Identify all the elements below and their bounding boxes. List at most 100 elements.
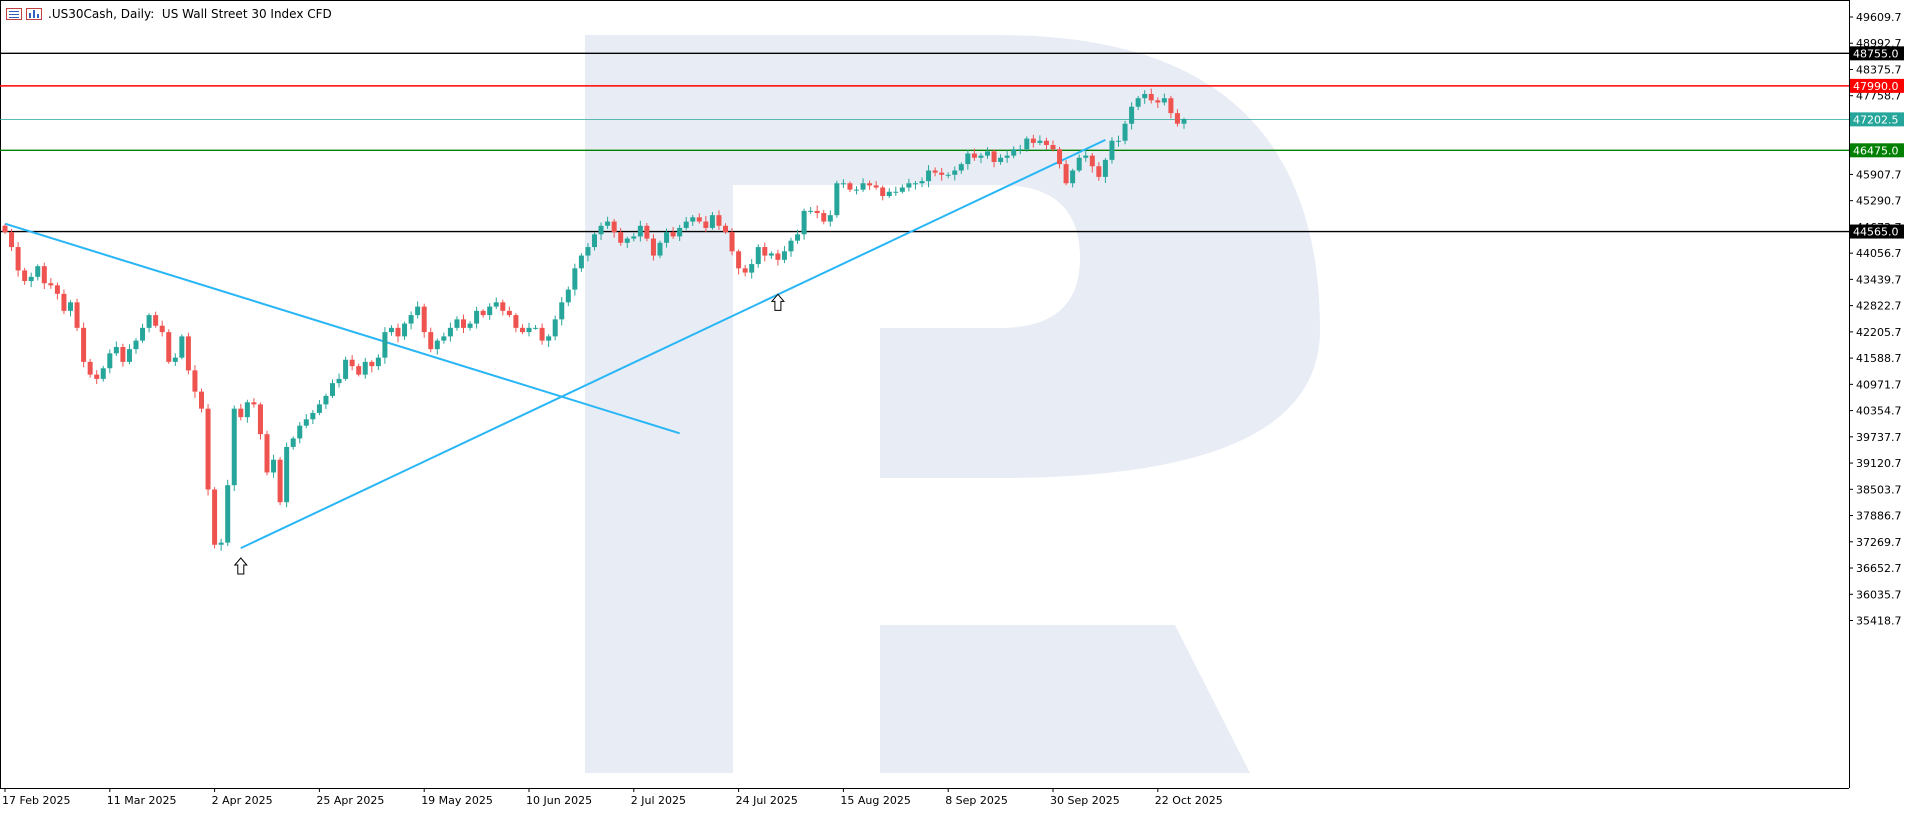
candle-body	[624, 238, 630, 243]
candle-body	[74, 302, 80, 328]
candle-body	[297, 425, 303, 439]
level-label: 44565.0	[1853, 226, 1899, 239]
candle-body	[421, 306, 427, 333]
candle	[788, 237, 794, 257]
candle	[1076, 154, 1082, 173]
candle	[821, 209, 827, 225]
candle-body	[140, 327, 146, 341]
candle-body	[179, 336, 185, 358]
candle	[677, 224, 683, 242]
candle-body	[1070, 170, 1076, 184]
candle-body	[356, 366, 362, 375]
candle	[605, 216, 611, 230]
candle-body	[15, 247, 21, 271]
candle	[533, 325, 539, 330]
candle-body	[402, 323, 408, 337]
candle	[356, 363, 362, 377]
candle	[644, 222, 650, 242]
level-label: 48755.0	[1853, 47, 1899, 60]
price-tick-label: 38503.7	[1856, 483, 1902, 496]
symbol-name: .US30Cash	[48, 7, 114, 21]
candle-body	[775, 253, 781, 260]
candle	[402, 321, 408, 340]
candle-body	[618, 232, 624, 243]
candle	[474, 306, 480, 329]
candle-body	[126, 349, 132, 362]
candle-body	[336, 378, 342, 384]
candle	[546, 334, 552, 347]
candle	[323, 393, 329, 409]
candle	[978, 152, 984, 164]
candle	[41, 262, 47, 290]
candle	[716, 210, 722, 230]
watermark-logo	[585, 35, 1320, 773]
candle-body	[985, 151, 990, 156]
candle-body	[788, 240, 794, 252]
candle-body	[546, 336, 552, 341]
candle	[912, 181, 918, 190]
trendline	[4, 222, 680, 435]
symbol-description: US Wall Street 30 Index CFD	[161, 7, 332, 21]
horizontal-levels	[0, 52, 1849, 233]
candle-body	[592, 234, 597, 248]
candle-body	[238, 408, 244, 418]
candle-body	[847, 183, 853, 190]
candle-body	[1174, 113, 1180, 124]
candle	[205, 404, 211, 496]
bar-chart-icon[interactable]	[26, 8, 42, 20]
candle-body	[880, 187, 886, 197]
time-tick-label: 2 Apr 2025	[212, 794, 273, 807]
candle-body	[958, 164, 964, 171]
candle	[107, 349, 113, 374]
candle-body	[506, 310, 512, 316]
candle-body	[1168, 98, 1174, 114]
candle	[880, 185, 886, 201]
candle	[199, 388, 204, 413]
candle	[958, 162, 964, 174]
candle-body	[533, 327, 539, 329]
candle-body	[519, 327, 525, 333]
candle-body	[821, 213, 827, 222]
level-label-bg	[1850, 46, 1904, 61]
candle-body	[716, 215, 722, 226]
candle	[330, 379, 335, 399]
candle-body	[48, 283, 54, 286]
candle-body	[159, 325, 165, 333]
candle	[971, 148, 977, 161]
time-tick-label: 25 Apr 2025	[316, 794, 384, 807]
candle	[1063, 160, 1069, 186]
candle	[867, 180, 873, 190]
candle-body	[1043, 140, 1049, 145]
candle-body	[703, 221, 709, 228]
candle-body	[87, 361, 93, 375]
candle-body	[388, 327, 394, 333]
candle-body	[768, 253, 774, 256]
candle-body	[781, 251, 787, 260]
candle-body	[670, 232, 676, 237]
time-tick-label: 30 Sep 2025	[1050, 794, 1120, 807]
candle	[1017, 144, 1023, 155]
chart-list-icon[interactable]	[6, 8, 22, 20]
candle-body	[54, 285, 60, 294]
candle	[683, 216, 689, 231]
chart-header: .US30Cash, Daily: US Wall Street 30 Inde…	[6, 6, 332, 22]
candle	[1037, 135, 1043, 146]
candle-body	[696, 217, 702, 222]
up-arrow-icon	[233, 557, 248, 575]
candle	[159, 320, 165, 337]
price-tick-label: 43439.7	[1856, 273, 1902, 286]
candle-body	[205, 408, 211, 490]
candle-body	[480, 310, 486, 316]
candle	[316, 399, 322, 416]
candle	[264, 430, 270, 476]
candle-body	[631, 236, 637, 239]
candle-body	[723, 225, 728, 233]
candle-body	[1004, 155, 1010, 158]
candle-body	[369, 361, 375, 367]
candle	[74, 298, 80, 331]
candle-body	[886, 191, 892, 197]
candlesticks	[2, 88, 1187, 551]
candle	[1024, 136, 1030, 152]
